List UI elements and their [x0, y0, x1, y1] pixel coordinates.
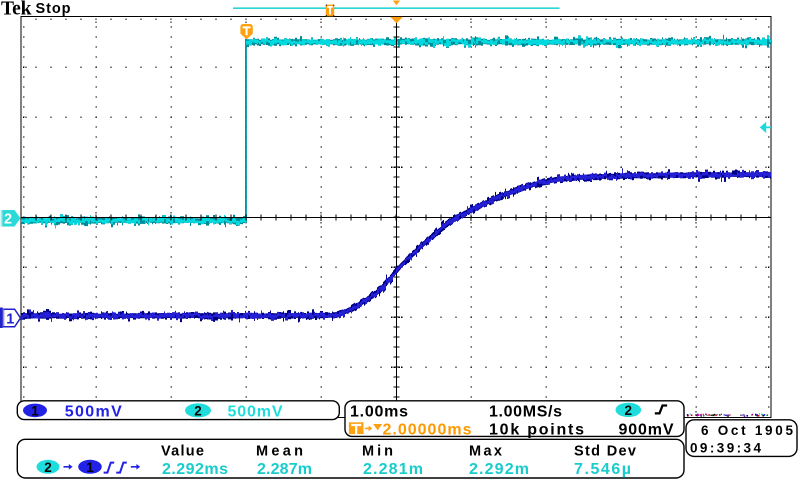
- svg-text:2: 2: [44, 460, 52, 475]
- svg-text:1: 1: [86, 460, 94, 475]
- svg-text:Max: Max: [469, 443, 502, 459]
- svg-text:1.00ms: 1.00ms: [350, 403, 408, 420]
- svg-text:Value: Value: [161, 443, 204, 459]
- svg-text:09:39:34: 09:39:34: [690, 441, 761, 456]
- svg-text:2.281m: 2.281m: [363, 461, 423, 478]
- svg-text:2: 2: [4, 212, 12, 228]
- svg-text:900mV: 900mV: [619, 422, 674, 439]
- svg-text:500mV: 500mV: [228, 403, 283, 420]
- svg-text:2.292m: 2.292m: [469, 461, 529, 478]
- svg-text:Tek: Tek: [1, 0, 32, 20]
- svg-text:500mV: 500mV: [65, 403, 122, 420]
- svg-text:2.00000ms: 2.00000ms: [383, 422, 472, 439]
- svg-text:10k points: 10k points: [489, 422, 584, 439]
- svg-text:Stop: Stop: [36, 1, 71, 17]
- svg-text:2: 2: [625, 403, 633, 418]
- svg-text:2: 2: [194, 404, 202, 419]
- svg-text:Std Dev: Std Dev: [574, 443, 636, 459]
- svg-text:1: 1: [31, 404, 39, 419]
- svg-text:1.00MS/s: 1.00MS/s: [489, 403, 562, 420]
- svg-text:1: 1: [6, 311, 14, 327]
- svg-text:Min: Min: [362, 443, 393, 459]
- svg-text:2.292ms: 2.292ms: [162, 461, 228, 478]
- svg-text:7.546µ: 7.546µ: [574, 461, 631, 478]
- svg-text:2.287m: 2.287m: [257, 461, 312, 478]
